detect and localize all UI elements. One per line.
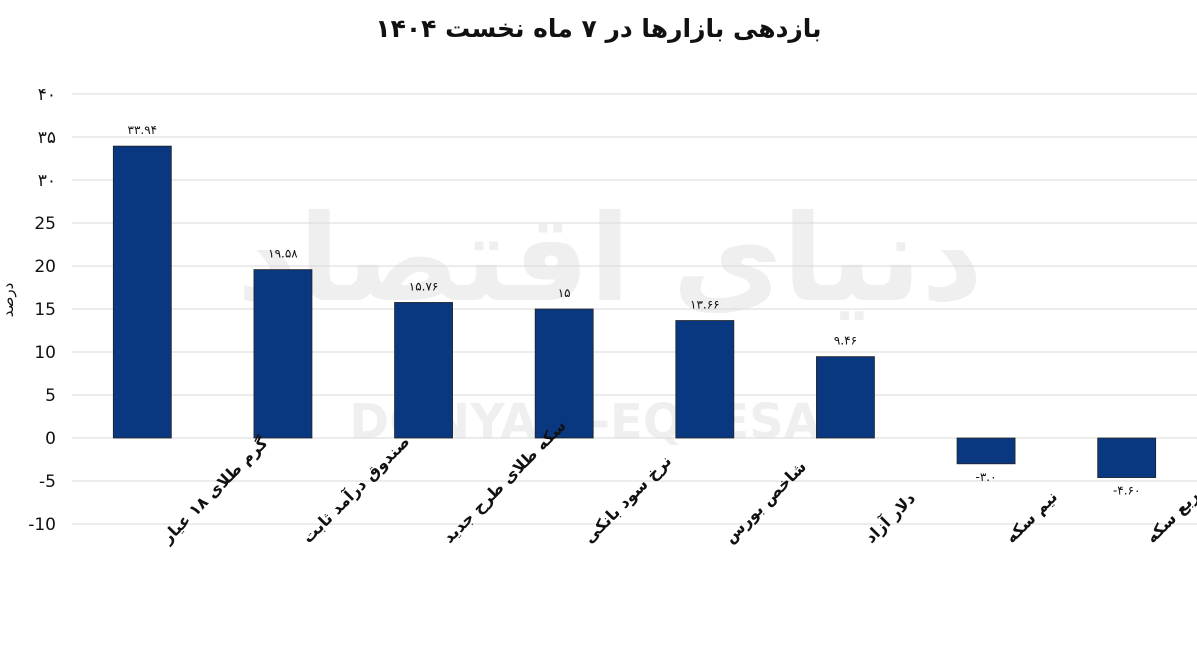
y-tick-label: -5 bbox=[39, 472, 56, 492]
data-label: -۴.۶۰ bbox=[1113, 484, 1140, 498]
y-tick-label: 10 bbox=[34, 343, 56, 363]
y-axis-label: درصد bbox=[0, 283, 17, 318]
x-category-label: شاخص بورس bbox=[720, 457, 810, 547]
watermark-persian: دنیای اقتصاد bbox=[237, 190, 983, 329]
data-label: ۱۵.۷۶ bbox=[409, 279, 439, 293]
bar bbox=[112, 145, 172, 439]
y-tick-label: ۴۰ bbox=[38, 85, 56, 105]
bar bbox=[534, 308, 594, 439]
y-tick-label: ۳۰ bbox=[38, 171, 56, 191]
y-axis-ticks: ۴۰ ۳۵ ۳۰ 25 20 15 10 5 0 -5 -10 bbox=[28, 85, 56, 535]
bar bbox=[956, 437, 1016, 465]
data-label: ۱۹.۵۸ bbox=[268, 247, 298, 261]
data-label: ۱۵ bbox=[558, 286, 571, 300]
y-tick-label: 0 bbox=[45, 429, 56, 449]
bar bbox=[675, 320, 735, 439]
data-label: ۱۳.۶۶ bbox=[690, 298, 720, 312]
x-category-label: ربع سکه bbox=[1142, 486, 1197, 546]
y-tick-label: -10 bbox=[28, 515, 56, 535]
x-category-label: دلار آزاد bbox=[860, 488, 919, 547]
data-label: ۹.۴۶ bbox=[834, 334, 857, 348]
bar bbox=[816, 356, 875, 439]
data-labels: ۳۳.۹۴ ۱۹.۵۸ ۱۵.۷۶ ۱۵ ۱۳.۶۶ ۹.۴۶ -۳.۰ -۴.۶۰ bbox=[128, 123, 1141, 497]
chart-title: بازدهی بازارها در ۷ ماه نخست ۱۴۰۴ bbox=[375, 14, 822, 43]
y-tick-label: 15 bbox=[34, 300, 56, 320]
data-label: ۳۳.۹۴ bbox=[128, 123, 158, 137]
bar bbox=[1097, 437, 1157, 478]
data-label: -۳.۰ bbox=[976, 470, 997, 484]
y-tick-label: 20 bbox=[34, 257, 56, 277]
bar bbox=[253, 269, 313, 439]
y-tick-label: 25 bbox=[34, 214, 56, 234]
x-category-label: نرخ سود بانکی bbox=[580, 451, 676, 547]
y-tick-label: ۳۵ bbox=[38, 128, 56, 148]
bar bbox=[394, 302, 453, 439]
y-tick-label: 5 bbox=[45, 386, 56, 406]
x-category-label: گرم طلای ۱۸ عیار bbox=[157, 433, 272, 548]
x-category-label: نیم سکه bbox=[1001, 487, 1061, 547]
bars bbox=[112, 145, 1157, 478]
